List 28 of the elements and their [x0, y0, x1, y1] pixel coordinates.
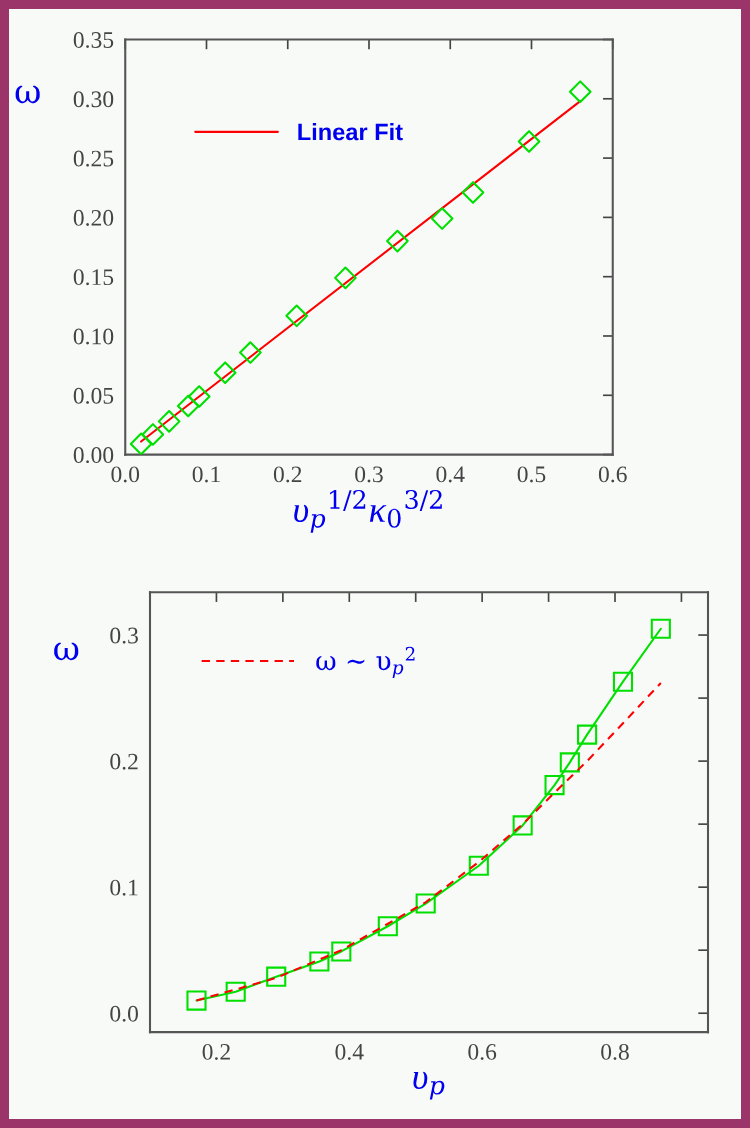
legend-label: Linear Fit	[298, 123, 403, 141]
x-axis-title: υ$_{p}$	[413, 1071, 445, 1100]
y-tick-label: 0.00	[73, 447, 114, 464]
y-tick-label: 0.2	[110, 753, 138, 770]
y-tick-label: 0.1	[110, 879, 138, 896]
y-tick-label: 0.15	[73, 269, 114, 286]
x-tick-label: 0.3	[355, 466, 383, 483]
y-tick-label: 0.35	[73, 31, 114, 49]
x-tick-label: 0.6	[468, 1043, 497, 1060]
y-tick-label: 0.30	[73, 91, 114, 108]
y-tick-label: 0.3	[110, 627, 138, 644]
y-tick-label: 0.10	[73, 328, 114, 345]
x-tick-label: 0.2	[202, 1043, 230, 1060]
x-tick-label: 0.6	[598, 466, 627, 483]
y-tick-label: 0.25	[73, 150, 114, 167]
y-tick-label: 0.0	[110, 1005, 138, 1022]
x-tick-label: 0.8	[601, 1043, 629, 1060]
y-tick-label: 0.20	[73, 209, 114, 226]
y-axis-title: ω	[54, 642, 79, 661]
x-axis-title: υ$_{p}$$^{1/2}$κ$_{0}$$^{3/2}$	[294, 489, 442, 533]
y-axis-title: ω	[15, 85, 40, 104]
x-tick-label: 0.2	[273, 466, 302, 483]
x-tick-label: 0.1	[192, 466, 220, 483]
y-tick-label: 0.05	[73, 387, 114, 404]
x-tick-label: 0.4	[436, 466, 465, 483]
legend-label: ω ~ υ$_{p}$$^{2}$	[316, 646, 415, 678]
x-tick-label: 0.5	[517, 466, 546, 483]
x-tick-label: 0.4	[335, 1043, 364, 1060]
